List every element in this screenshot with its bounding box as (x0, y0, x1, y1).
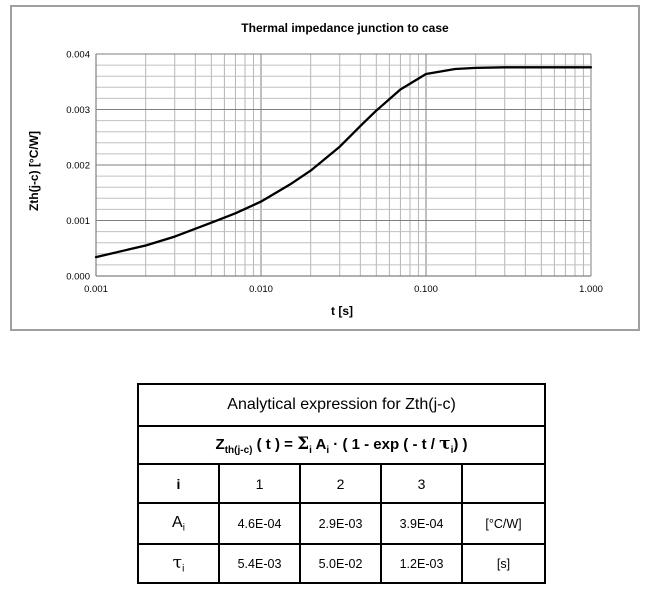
y-tick-label-4: 0.004 (66, 50, 90, 61)
table-title: Analytical expression for Zth(j-c) (136, 383, 547, 427)
chart-title: Thermal impedance junction to case (241, 21, 449, 35)
tau-row-sub: i (182, 563, 185, 575)
grid (95, 53, 592, 277)
tau-value-2: 5.0E-02 (299, 543, 382, 584)
formula-z: Z (215, 436, 225, 453)
sigma-sub: i (309, 445, 312, 456)
formula-part3: ) ) (453, 436, 468, 453)
index-header: i (137, 463, 220, 504)
tau-row-symbol: τ (172, 552, 183, 573)
sigma-symbol: Σ (297, 434, 310, 454)
y-axis-title: Zth(j-c) [°C/W] (27, 131, 41, 211)
amp-value-3: 3.9E-04 (380, 502, 463, 545)
tau-value-3: 1.2E-03 (380, 543, 463, 584)
index-1: 1 (218, 463, 301, 504)
tau-label: τi (137, 543, 220, 584)
amp-sub: i (182, 522, 185, 534)
formula-part2: · ( 1 - exp ( - t / (329, 436, 440, 453)
thermal-impedance-chart: Thermal impedance junction to case 0.001… (27, 21, 603, 318)
amp-unit: [°C/W] (460, 502, 547, 545)
x-tick-label-0: 0.001 (84, 284, 108, 295)
amp-value-1: 4.6E-04 (218, 502, 301, 545)
series-line-0 (94, 66, 593, 259)
formula-a: A (311, 436, 327, 453)
y-tick-label-2: 0.002 (66, 161, 90, 172)
formula-part1: ( t ) = (252, 436, 298, 453)
series-layer (94, 66, 593, 259)
y-tick-label-1: 0.001 (66, 216, 90, 227)
formula-cell: Zth(j-c) ( t ) = Σi Ai · ( 1 - exp ( - t… (136, 425, 547, 465)
x-tick-label-1: 0.010 (249, 284, 273, 295)
y-tick-label-0: 0.000 (66, 272, 90, 283)
amp-value-2: 2.9E-03 (299, 502, 382, 545)
x-tick-label-3: 1.000 (579, 284, 603, 295)
amp-label: Ai (137, 502, 220, 545)
index-2: 2 (299, 463, 382, 504)
formula-tau-sub: i (450, 445, 454, 456)
chart-frame: Thermal impedance junction to case 0.001… (10, 5, 640, 331)
index-empty (460, 463, 547, 504)
formula-a-sub: i (326, 445, 330, 456)
formula-z-sub: th(j-c) (224, 445, 253, 456)
index-3: 3 (380, 463, 463, 504)
tau-value-1: 5.4E-03 (218, 543, 301, 584)
tick-labels: 0.001 0.010 0.100 1.0000.0000.0010.0020.003… (66, 50, 603, 296)
tau-unit: [s] (460, 543, 547, 584)
tau-symbol: τ (439, 434, 451, 454)
x-tick-label-2: 0.100 (414, 284, 438, 295)
amp-symbol: A (172, 513, 183, 531)
y-tick-label-3: 0.003 (66, 105, 90, 116)
x-axis-title: t [s] (331, 304, 353, 318)
analytical-expression-table: Analytical expression for Zth(j-c) Zth(j… (136, 383, 547, 584)
